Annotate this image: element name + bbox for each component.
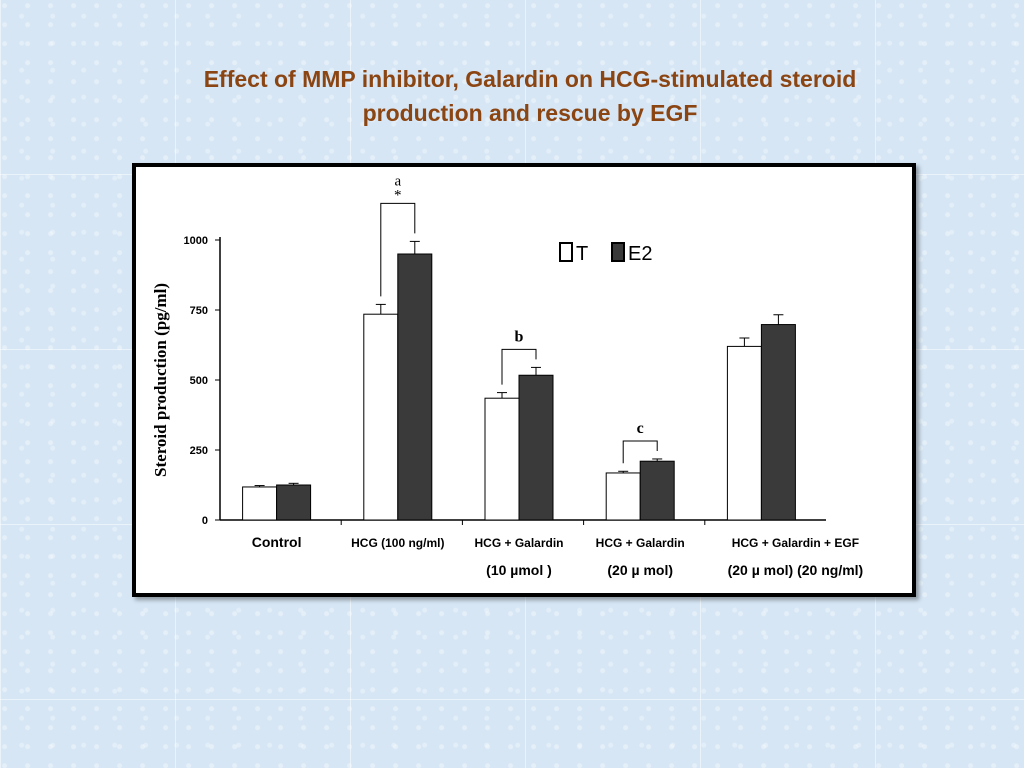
- y-tick-label: 750: [190, 305, 208, 317]
- legend-swatch-t: [559, 242, 573, 262]
- bar-chart: 0 250 500 750 1000 Steroid production (pg/ml)…: [151, 173, 864, 578]
- bar-t-4: [605, 472, 641, 521]
- slide-title-line1: Effect of MMP inhibitor, Galardin on HCG…: [203, 66, 857, 92]
- y-tick-label: 250: [190, 445, 208, 457]
- bar-e2-5: [760, 324, 796, 521]
- bar-t-2: [363, 313, 399, 521]
- bar-e2-2: [397, 253, 433, 521]
- x-category-label: HCG + Galardin: [474, 536, 563, 550]
- x-category-label: Control: [252, 534, 302, 550]
- legend-swatch-e2: [611, 242, 625, 262]
- significance-bracket: [380, 202, 416, 297]
- x-category-label-line2: (10 µmol ): [486, 562, 552, 578]
- legend-label-e2: E2: [628, 243, 652, 265]
- bar-t-3: [484, 397, 520, 521]
- y-axis-label: Steroid production (pg/ml): [151, 283, 170, 477]
- significance-label: b: [515, 328, 524, 345]
- bar-t-5: [726, 345, 762, 521]
- y-tick-label: 1000: [184, 235, 208, 247]
- significance-bracket: [501, 348, 537, 385]
- chart-frame: 0 250 500 750 1000 Steroid production (pg/ml)…: [132, 163, 916, 597]
- x-category-label: HCG (100 ng/ml): [351, 536, 444, 550]
- significance-label: c: [637, 420, 644, 437]
- slide-title-line2: production and rescue by EGF: [362, 100, 698, 126]
- legend-label-t: T: [576, 243, 588, 265]
- x-category-label: HCG + Galardin: [596, 536, 685, 550]
- bar-e2-4: [639, 460, 675, 521]
- x-category-label-line2: (20 µ mol) (20 ng/ml): [728, 562, 864, 578]
- significance-star: *: [394, 187, 402, 203]
- y-tick-label: 500: [190, 375, 208, 387]
- bar-e2-3: [518, 374, 554, 521]
- x-category-label-line2: (20 µ mol): [607, 562, 673, 578]
- bar-e2-1: [276, 484, 312, 521]
- y-tick-label: 0: [202, 515, 208, 527]
- significance-label: a: [394, 173, 401, 189]
- significance-bracket: [622, 440, 658, 464]
- slide-title: Effect of MMP inhibitor, Galardin on HCG…: [100, 62, 960, 130]
- x-category-label: HCG + Galardin + EGF: [732, 536, 859, 550]
- bar-t-1: [242, 486, 278, 521]
